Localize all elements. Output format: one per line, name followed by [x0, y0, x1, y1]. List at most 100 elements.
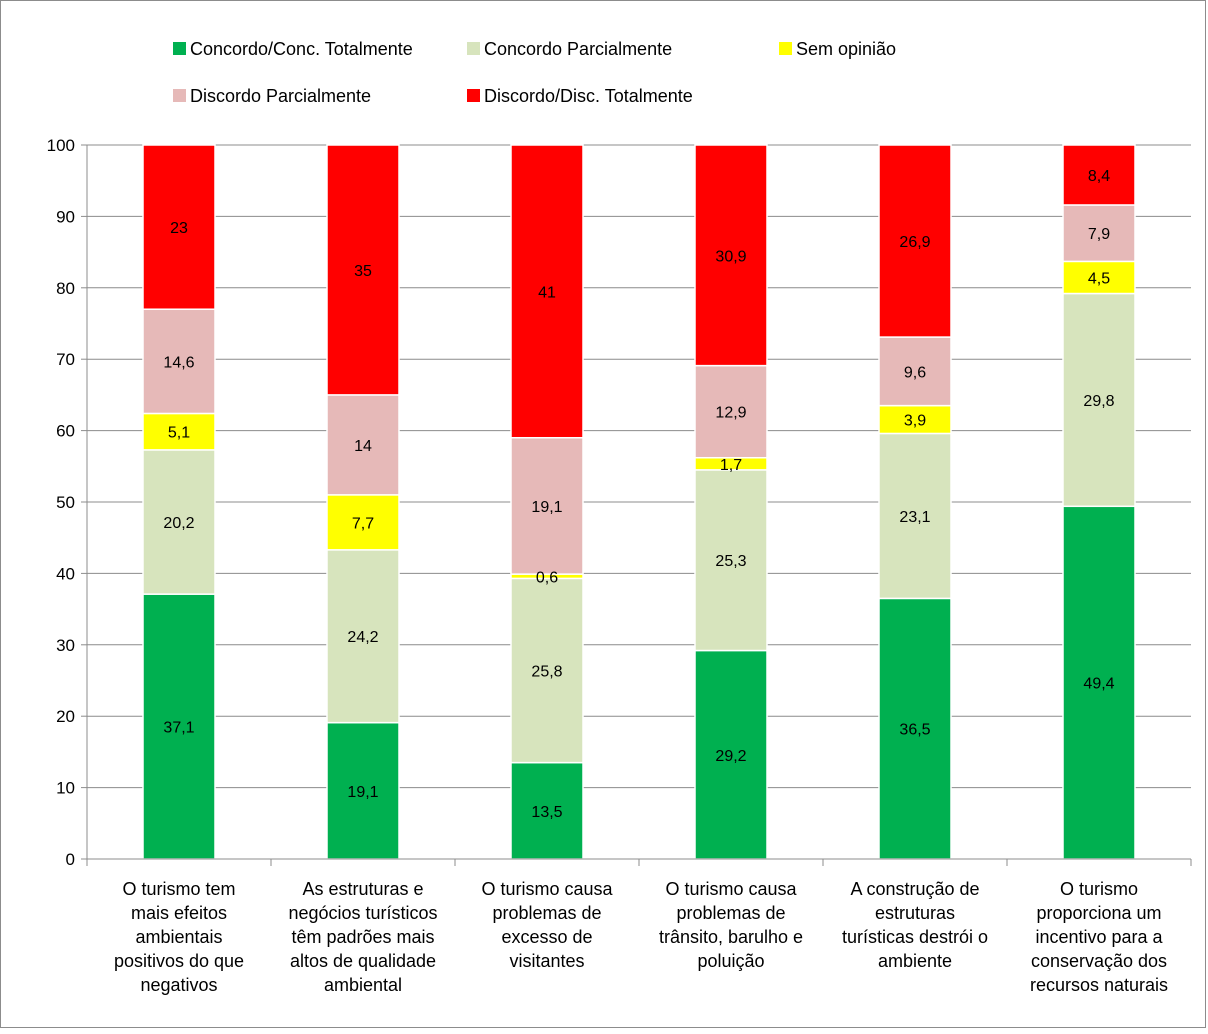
x-category-label: ambiental — [324, 975, 402, 995]
data-labels: 37,1 20,2 5,1 14,6 23 19,1 24,2 7,7 14 35 13,5 25,8… — [163, 168, 1114, 821]
x-category-label: mais efeitos — [131, 903, 227, 923]
data-label: 5,1 — [168, 425, 190, 442]
data-label: 4,5 — [1088, 270, 1110, 287]
x-category-label: O turismo tem — [122, 879, 235, 899]
bar-segment — [142, 412, 216, 451]
x-category-label: turísticas destrói o — [842, 927, 988, 947]
data-label: 36,5 — [899, 722, 930, 739]
bar-segment — [510, 436, 584, 575]
legend-swatch — [173, 89, 186, 102]
legend: Concordo/Conc. Totalmente Concordo Parcia… — [173, 39, 896, 106]
bar-segment — [326, 721, 400, 860]
bar-segment — [326, 144, 400, 396]
legend-swatch — [467, 89, 480, 102]
data-label: 29,2 — [715, 748, 746, 765]
x-category-label: excesso de — [501, 927, 592, 947]
data-label: 41 — [538, 284, 556, 301]
bar-segment — [694, 144, 768, 367]
bar-segment — [1062, 204, 1136, 263]
x-category-label: recursos naturais — [1030, 975, 1168, 995]
y-tick-label: 0 — [66, 850, 75, 869]
y-tick-label: 10 — [56, 779, 75, 798]
data-label: 24,2 — [347, 629, 378, 646]
x-category-label: proporciona um — [1036, 903, 1161, 923]
data-label: 19,1 — [347, 784, 378, 801]
data-label: 29,8 — [1083, 393, 1114, 410]
x-category-label: incentivo para a — [1035, 927, 1163, 947]
data-label: 0,6 — [536, 569, 558, 586]
x-category-label: têm padrões mais — [291, 927, 434, 947]
bar-segment — [1062, 144, 1136, 206]
data-label: 14 — [354, 438, 372, 455]
bar-segment — [326, 494, 400, 551]
y-tick-label: 40 — [56, 564, 75, 583]
data-label: 1,7 — [720, 457, 742, 474]
data-label: 26,9 — [899, 234, 930, 251]
y-tick-label: 60 — [56, 422, 75, 441]
y-tick-label: 100 — [47, 136, 75, 155]
x-category-label: conservação dos — [1031, 951, 1167, 971]
bar-segment — [694, 364, 768, 459]
legend-label: Sem opinião — [796, 39, 896, 59]
data-label: 49,4 — [1083, 676, 1114, 693]
x-category-label: As estruturas e — [302, 879, 423, 899]
data-label: 3,9 — [904, 413, 926, 430]
data-label: 8,4 — [1088, 168, 1110, 185]
x-category-label: visitantes — [509, 951, 584, 971]
data-label: 37,1 — [163, 720, 194, 737]
x-category-label: estruturas — [875, 903, 955, 923]
x-category-label: O turismo causa — [481, 879, 613, 899]
data-label: 35 — [354, 263, 372, 280]
data-label: 23,1 — [899, 509, 930, 526]
y-tick-label: 90 — [56, 207, 75, 226]
x-category-label: ambientais — [135, 927, 222, 947]
x-category-label: altos de qualidade — [290, 951, 436, 971]
legend-swatch — [779, 42, 792, 55]
y-tick-label: 80 — [56, 279, 75, 298]
legend-swatch — [467, 42, 480, 55]
data-label: 7,9 — [1088, 226, 1110, 243]
bar-segment — [510, 577, 584, 764]
x-category-label: problemas de — [676, 903, 785, 923]
x-category-label: trânsito, barulho e — [659, 927, 803, 947]
data-label: 30,9 — [715, 248, 746, 265]
x-category-label: O turismo causa — [665, 879, 797, 899]
bar-segment — [1062, 505, 1136, 860]
bar-segment — [510, 144, 584, 439]
bar-segment — [694, 469, 768, 652]
x-category-label: negócios turísticos — [288, 903, 437, 923]
legend-label: Discordo/Disc. Totalmente — [484, 86, 693, 106]
data-label: 25,8 — [531, 664, 562, 681]
gridlines — [87, 144, 1191, 789]
y-tick-label: 70 — [56, 350, 75, 369]
bar-segment — [878, 404, 952, 435]
data-label: 25,3 — [715, 553, 746, 570]
legend-swatch — [173, 42, 186, 55]
data-label: 12,9 — [715, 405, 746, 422]
y-tick-label: 20 — [56, 707, 75, 726]
legend-label: Concordo Parcialmente — [484, 39, 672, 59]
bar-segment — [878, 144, 952, 338]
x-category-label: O turismo — [1060, 879, 1138, 899]
data-label: 19,1 — [531, 499, 562, 516]
bar-segment — [142, 308, 216, 415]
bar-segment — [142, 449, 216, 595]
x-category-label: A construção de — [850, 879, 979, 899]
data-label: 20,2 — [163, 515, 194, 532]
bar-segment — [694, 649, 768, 860]
legend-label: Concordo/Conc. Totalmente — [190, 39, 413, 59]
bar-segment — [326, 394, 400, 496]
bars — [142, 144, 1136, 860]
bar-segment — [878, 597, 952, 860]
data-label: 13,5 — [531, 804, 562, 821]
bar-segment — [878, 432, 952, 600]
x-category-label: ambiente — [878, 951, 952, 971]
bar-segment — [142, 144, 216, 310]
x-category-label: negativos — [140, 975, 217, 995]
legend-label: Discordo Parcialmente — [190, 86, 371, 106]
x-category-label: positivos do que — [114, 951, 244, 971]
axes: 0 10 20 30 40 50 60 70 80 90 100 O turismo tem mais … — [47, 136, 1192, 995]
y-tick-label: 50 — [56, 493, 75, 512]
